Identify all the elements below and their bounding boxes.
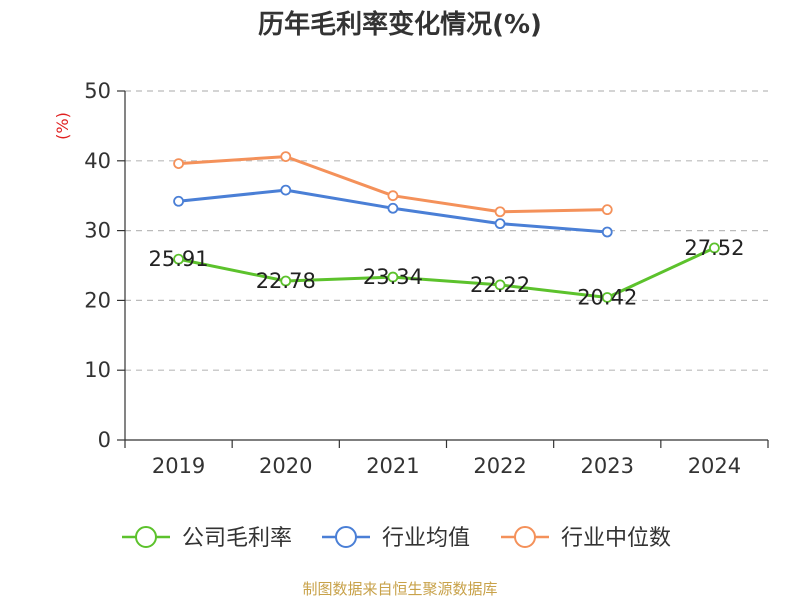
data-point[interactable] xyxy=(173,158,184,169)
series-group: 25.91 22.78 23.34 22.22 20.42 27.52 xyxy=(149,151,745,310)
series-line xyxy=(178,246,716,299)
data-point[interactable] xyxy=(173,195,184,207)
x-tick-label: 2023 xyxy=(581,454,634,478)
data-point[interactable] xyxy=(387,202,399,214)
y-tick-label: 40 xyxy=(84,149,111,173)
x-tick-labels: 2019 2020 2021 2022 2023 2024 xyxy=(152,454,741,478)
legend: 公司毛利率 行业均值 行业中位数 xyxy=(122,526,671,551)
x-tick-label: 2021 xyxy=(366,454,419,478)
y-axis-unit: (%) xyxy=(53,112,72,140)
data-label: 25.91 xyxy=(149,247,209,271)
x-tick-label: 2020 xyxy=(259,454,312,478)
legend-item-1[interactable]: 行业均值 xyxy=(322,526,470,551)
y-tick-label: 0 xyxy=(98,428,111,452)
data-point[interactable] xyxy=(709,242,720,254)
legend-item-2[interactable]: 行业中位数 xyxy=(501,526,671,551)
data-point[interactable] xyxy=(173,253,184,265)
x-tick-label: 2024 xyxy=(688,454,741,478)
x-tick-label: 2022 xyxy=(473,454,526,478)
data-label: 20.42 xyxy=(577,285,637,309)
data-point[interactable] xyxy=(387,190,399,202)
data-point[interactable] xyxy=(494,206,506,218)
y-tick-label: 10 xyxy=(84,358,111,382)
data-point[interactable] xyxy=(387,271,399,283)
legend-label: 行业均值 xyxy=(382,526,470,551)
data-label: 27.52 xyxy=(684,236,744,260)
data-source: 制图数据来自恒生聚源数据库 xyxy=(302,580,497,598)
y-tick-label: 50 xyxy=(84,79,111,103)
legend-marker xyxy=(514,526,536,548)
series-0: 25.91 22.78 23.34 22.22 20.42 27.52 xyxy=(149,236,745,310)
series-2 xyxy=(173,151,613,218)
data-point[interactable] xyxy=(601,226,613,238)
legend-label: 公司毛利率 xyxy=(182,526,292,551)
data-point[interactable] xyxy=(494,218,506,230)
data-label: 22.78 xyxy=(256,269,316,293)
data-point[interactable] xyxy=(601,204,613,216)
legend-marker xyxy=(135,526,157,548)
data-label: 23.34 xyxy=(363,265,423,289)
data-point[interactable] xyxy=(280,184,292,196)
chart-title: 历年毛利率变化情况(%) xyxy=(258,9,542,40)
y-tick-labels: 0 10 20 30 40 50 xyxy=(84,79,111,452)
y-tick-label: 20 xyxy=(84,288,111,312)
data-point[interactable] xyxy=(280,151,292,163)
legend-marker xyxy=(335,526,357,548)
legend-label: 行业中位数 xyxy=(561,526,671,551)
data-point[interactable] xyxy=(280,275,292,287)
y-tick-label: 30 xyxy=(84,219,111,243)
data-point[interactable] xyxy=(601,292,613,303)
data-label: 22.22 xyxy=(470,273,530,297)
data-point[interactable] xyxy=(494,279,506,291)
series-1 xyxy=(173,184,613,238)
legend-item-0[interactable]: 公司毛利率 xyxy=(122,526,292,551)
x-tick-label: 2019 xyxy=(152,454,205,478)
grid-lines xyxy=(125,90,768,371)
axes xyxy=(117,90,769,448)
